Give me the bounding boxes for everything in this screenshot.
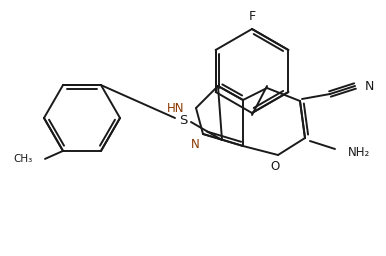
Text: S: S [179, 113, 187, 126]
Text: F: F [249, 10, 256, 24]
Text: N: N [365, 80, 374, 92]
Text: N: N [191, 138, 200, 152]
Text: CH₃: CH₃ [14, 154, 33, 164]
Text: NH₂: NH₂ [348, 146, 370, 159]
Text: HN: HN [166, 101, 184, 114]
Text: O: O [270, 159, 279, 173]
